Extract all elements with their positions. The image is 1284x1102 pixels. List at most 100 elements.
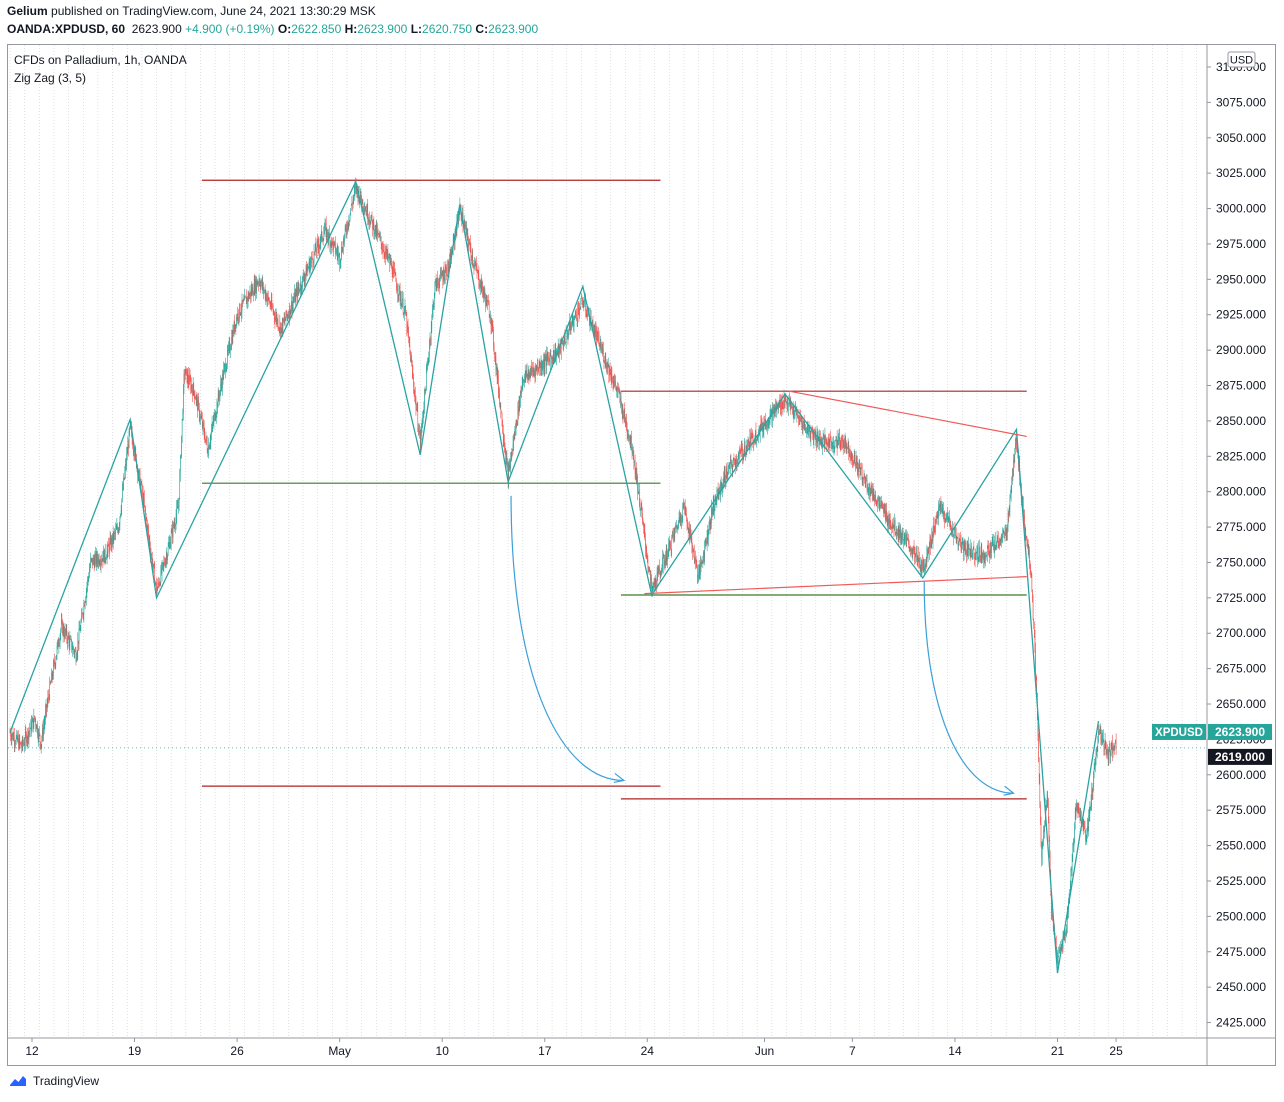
candle-body — [861, 467, 862, 468]
candle-body — [728, 466, 729, 468]
candle-body — [1104, 741, 1106, 750]
candle-body — [309, 260, 310, 271]
candle-body — [1009, 511, 1010, 515]
candle-body — [924, 566, 926, 568]
candle-body — [582, 303, 584, 306]
candle-body — [89, 566, 91, 571]
candle-body — [432, 303, 434, 310]
candle-body — [719, 491, 721, 496]
candle-body — [457, 221, 459, 224]
candle-body — [99, 563, 101, 565]
indicator-legend[interactable]: Zig Zag (3, 5) — [14, 71, 87, 85]
candle-body — [849, 452, 850, 457]
candle-body — [805, 432, 807, 433]
candle-body — [426, 370, 427, 391]
candle-body — [285, 319, 286, 321]
candle-body — [303, 279, 305, 282]
candle-body — [67, 639, 68, 644]
candle-body — [422, 419, 423, 422]
candle-body — [129, 428, 130, 431]
candle-body — [770, 409, 772, 411]
zigzag-line[interactable] — [9, 179, 1100, 974]
candle-body — [504, 441, 505, 449]
candle-body — [123, 477, 125, 479]
candle-body — [852, 453, 853, 464]
candle-body — [117, 526, 118, 530]
candle-body — [670, 549, 672, 550]
candle-body — [130, 422, 131, 429]
candle-body — [935, 519, 936, 533]
projection-arrow[interactable] — [923, 580, 1014, 794]
candle-body — [897, 529, 899, 536]
candle-body — [299, 288, 300, 291]
candle-body — [468, 244, 470, 247]
candle-body — [778, 402, 779, 410]
candle-body — [907, 537, 908, 540]
currency-badge[interactable]: USD — [1227, 51, 1256, 68]
y-tick-label: 3075.000 — [1216, 95, 1266, 109]
candle-body — [552, 358, 553, 362]
candle-body — [278, 328, 280, 329]
tradingview-logo[interactable]: TradingView — [7, 1074, 99, 1088]
candle-body — [1086, 834, 1088, 840]
candle-body — [980, 549, 982, 561]
projection-arrow[interactable] — [510, 495, 624, 782]
candle-body — [152, 556, 153, 567]
candle-body — [410, 350, 411, 362]
candle-body — [987, 548, 988, 555]
candle-body — [48, 696, 49, 698]
candle-body — [336, 250, 337, 253]
candle-body — [374, 232, 375, 235]
candle-body — [510, 459, 511, 469]
candle-body — [51, 672, 53, 678]
candle-body — [385, 248, 387, 253]
candle-body — [738, 453, 740, 456]
candle-body — [1000, 542, 1001, 544]
candle-body — [188, 374, 189, 382]
candle-body — [975, 554, 976, 560]
candle-body — [114, 532, 115, 534]
candle-body — [649, 570, 650, 571]
candle-body — [205, 438, 206, 442]
candle-body — [123, 477, 124, 489]
candle-body — [593, 331, 595, 336]
trend-line[interactable] — [789, 390, 1027, 438]
candle-body — [443, 269, 445, 281]
candle-body — [362, 199, 364, 209]
candle-body — [531, 367, 533, 370]
candle-body — [184, 373, 185, 376]
candle-body — [490, 317, 492, 326]
candle-body — [1107, 752, 1109, 759]
candle-body — [397, 290, 398, 295]
candle-body — [264, 290, 266, 299]
candle-body — [993, 546, 995, 553]
candle-body — [31, 722, 33, 731]
candle-body — [982, 552, 983, 558]
candle-body — [741, 447, 743, 450]
candle-body — [203, 427, 205, 436]
candle-body — [1093, 766, 1095, 773]
candle-body — [1081, 811, 1082, 825]
candle-body — [192, 388, 193, 396]
candle-body — [312, 258, 314, 264]
candle-body — [562, 342, 564, 346]
candle-body — [193, 383, 195, 392]
candle-body — [509, 464, 511, 469]
candle-body — [587, 313, 588, 317]
candle-body — [34, 715, 35, 720]
candle-body — [419, 431, 420, 433]
candle-body — [25, 732, 27, 735]
candle-body — [213, 416, 215, 424]
candle-body — [1042, 842, 1044, 846]
candle-body — [233, 329, 234, 335]
candle-body — [346, 228, 347, 232]
candle-body — [393, 268, 395, 270]
candle-body — [785, 400, 787, 403]
candle-body — [180, 455, 182, 458]
candle-body — [512, 449, 513, 451]
candle-body — [623, 416, 624, 418]
candle-body — [683, 502, 684, 509]
trend-line[interactable] — [644, 576, 1027, 595]
candle-body — [1101, 736, 1103, 738]
